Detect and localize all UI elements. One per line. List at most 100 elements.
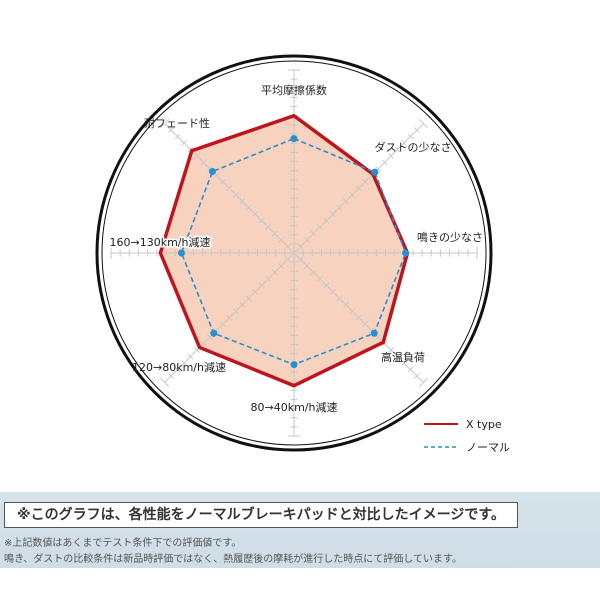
axis-tick (375, 334, 381, 340)
series-xtype (158, 113, 410, 388)
axis-tick (284, 243, 291, 250)
axis-tick (239, 198, 246, 205)
axis-tick (258, 217, 265, 224)
notes-line2: 鳴き、ダストの比較条件は新品時評価ではなく、熱履歴後の摩耗が進行した時点にて評価… (4, 554, 462, 565)
axis-tick (200, 159, 207, 166)
normal-point (402, 249, 410, 257)
axis-tick (239, 301, 246, 308)
axis-tick (401, 360, 407, 366)
axis-tick (304, 237, 310, 243)
axis-tick (207, 166, 213, 172)
axis-tick (245, 204, 252, 211)
axis-tick (271, 230, 278, 237)
axis-tick (297, 243, 304, 250)
normal-point (370, 329, 378, 337)
normal-point (208, 167, 216, 175)
axis-tick (213, 172, 220, 179)
axis-tick (388, 347, 394, 353)
normal-point (210, 329, 218, 337)
axis-label: ダストの少なさ (375, 140, 452, 154)
axis-tick (160, 119, 170, 129)
axis-tick (194, 347, 200, 353)
axis-tick (310, 269, 317, 276)
axis-tick (381, 159, 388, 166)
axis-tick (317, 224, 323, 230)
axis-tick (265, 276, 271, 282)
axis-tick (368, 327, 375, 334)
axis-tick (265, 224, 271, 230)
axis-label: 高温負荷 (381, 350, 425, 364)
axis-tick (297, 256, 304, 263)
axis-tick (362, 321, 368, 327)
axis-tick (418, 377, 428, 387)
axis-label: 120→80km/h減速 (132, 360, 226, 374)
normal-point (371, 168, 379, 176)
legend-normal-label: ノーマル (466, 441, 510, 454)
axis-tick (252, 288, 259, 295)
axis-label: 160→130km/h減速 (110, 235, 211, 249)
axis-tick (245, 295, 252, 302)
axis-tick (323, 282, 330, 289)
axis-label: 80→40km/h減速 (251, 400, 338, 414)
axis-tick (160, 377, 170, 387)
axis-tick (168, 127, 174, 133)
axis-tick (181, 140, 187, 146)
axis-label: 鳴きの少なさ (417, 230, 483, 244)
axis-tick (181, 360, 187, 366)
axis-tick (336, 295, 343, 302)
axis-label: 平均摩擦係数 (261, 83, 327, 97)
axis-tick (342, 301, 349, 308)
normal-point (177, 249, 185, 257)
axis-tick (213, 327, 220, 334)
axis-tick (232, 191, 239, 198)
axis-tick (375, 166, 381, 172)
xtype-fill (160, 115, 408, 386)
axis-label: 耐フェード性 (144, 116, 210, 130)
axis-tick (226, 314, 233, 321)
axis-tick (394, 353, 401, 360)
axis-tick (362, 179, 368, 185)
axis-tick (329, 211, 336, 218)
axis-tick (418, 119, 428, 129)
axis-tick (252, 211, 259, 218)
axis-tick (414, 373, 420, 379)
axis-tick (220, 179, 226, 185)
axis-tick (388, 153, 394, 159)
legend-xtype-label: X type (466, 418, 502, 431)
axis-tick (284, 256, 291, 263)
axis-tick (329, 288, 336, 295)
notes-area: ※このグラフは、各性能をノーマルブレーキパッドと対比したイメージです。 ※上記数… (0, 492, 600, 568)
normal-point (290, 135, 298, 143)
axis-tick (355, 314, 362, 321)
axis-tick (258, 282, 265, 289)
normal-point (290, 361, 298, 369)
outer-ring (95, 54, 493, 452)
axis-tick (407, 133, 414, 140)
axis-tick (187, 353, 194, 360)
axis-tick (226, 185, 233, 192)
axis-tick (200, 340, 207, 347)
axis-tick (174, 133, 181, 140)
axis-tick (407, 366, 414, 373)
axis-tick (336, 204, 343, 211)
axis-tick (310, 230, 317, 237)
notes-boxed: ※このグラフは、各性能をノーマルブレーキパッドと対比したイメージです。 (4, 502, 518, 528)
notes-line1: ※上記数値はあくまでテスト条件下での評価値です。 (4, 538, 242, 549)
axis-tick (168, 373, 174, 379)
axis-tick (349, 308, 356, 315)
axis-tick (355, 185, 362, 192)
axis-tick (194, 153, 200, 159)
axis-tick (232, 308, 239, 315)
axis-tick (278, 263, 284, 269)
inner-ring (101, 60, 487, 446)
axis-tick (207, 334, 213, 340)
axis-tick (342, 198, 349, 205)
axis-tick (271, 269, 278, 276)
axis-tick (278, 237, 284, 243)
axis-tick (317, 276, 323, 282)
axis-tick (394, 146, 401, 153)
axis-tick (304, 263, 310, 269)
axis-tick (220, 321, 226, 327)
axis-tick (323, 217, 330, 224)
